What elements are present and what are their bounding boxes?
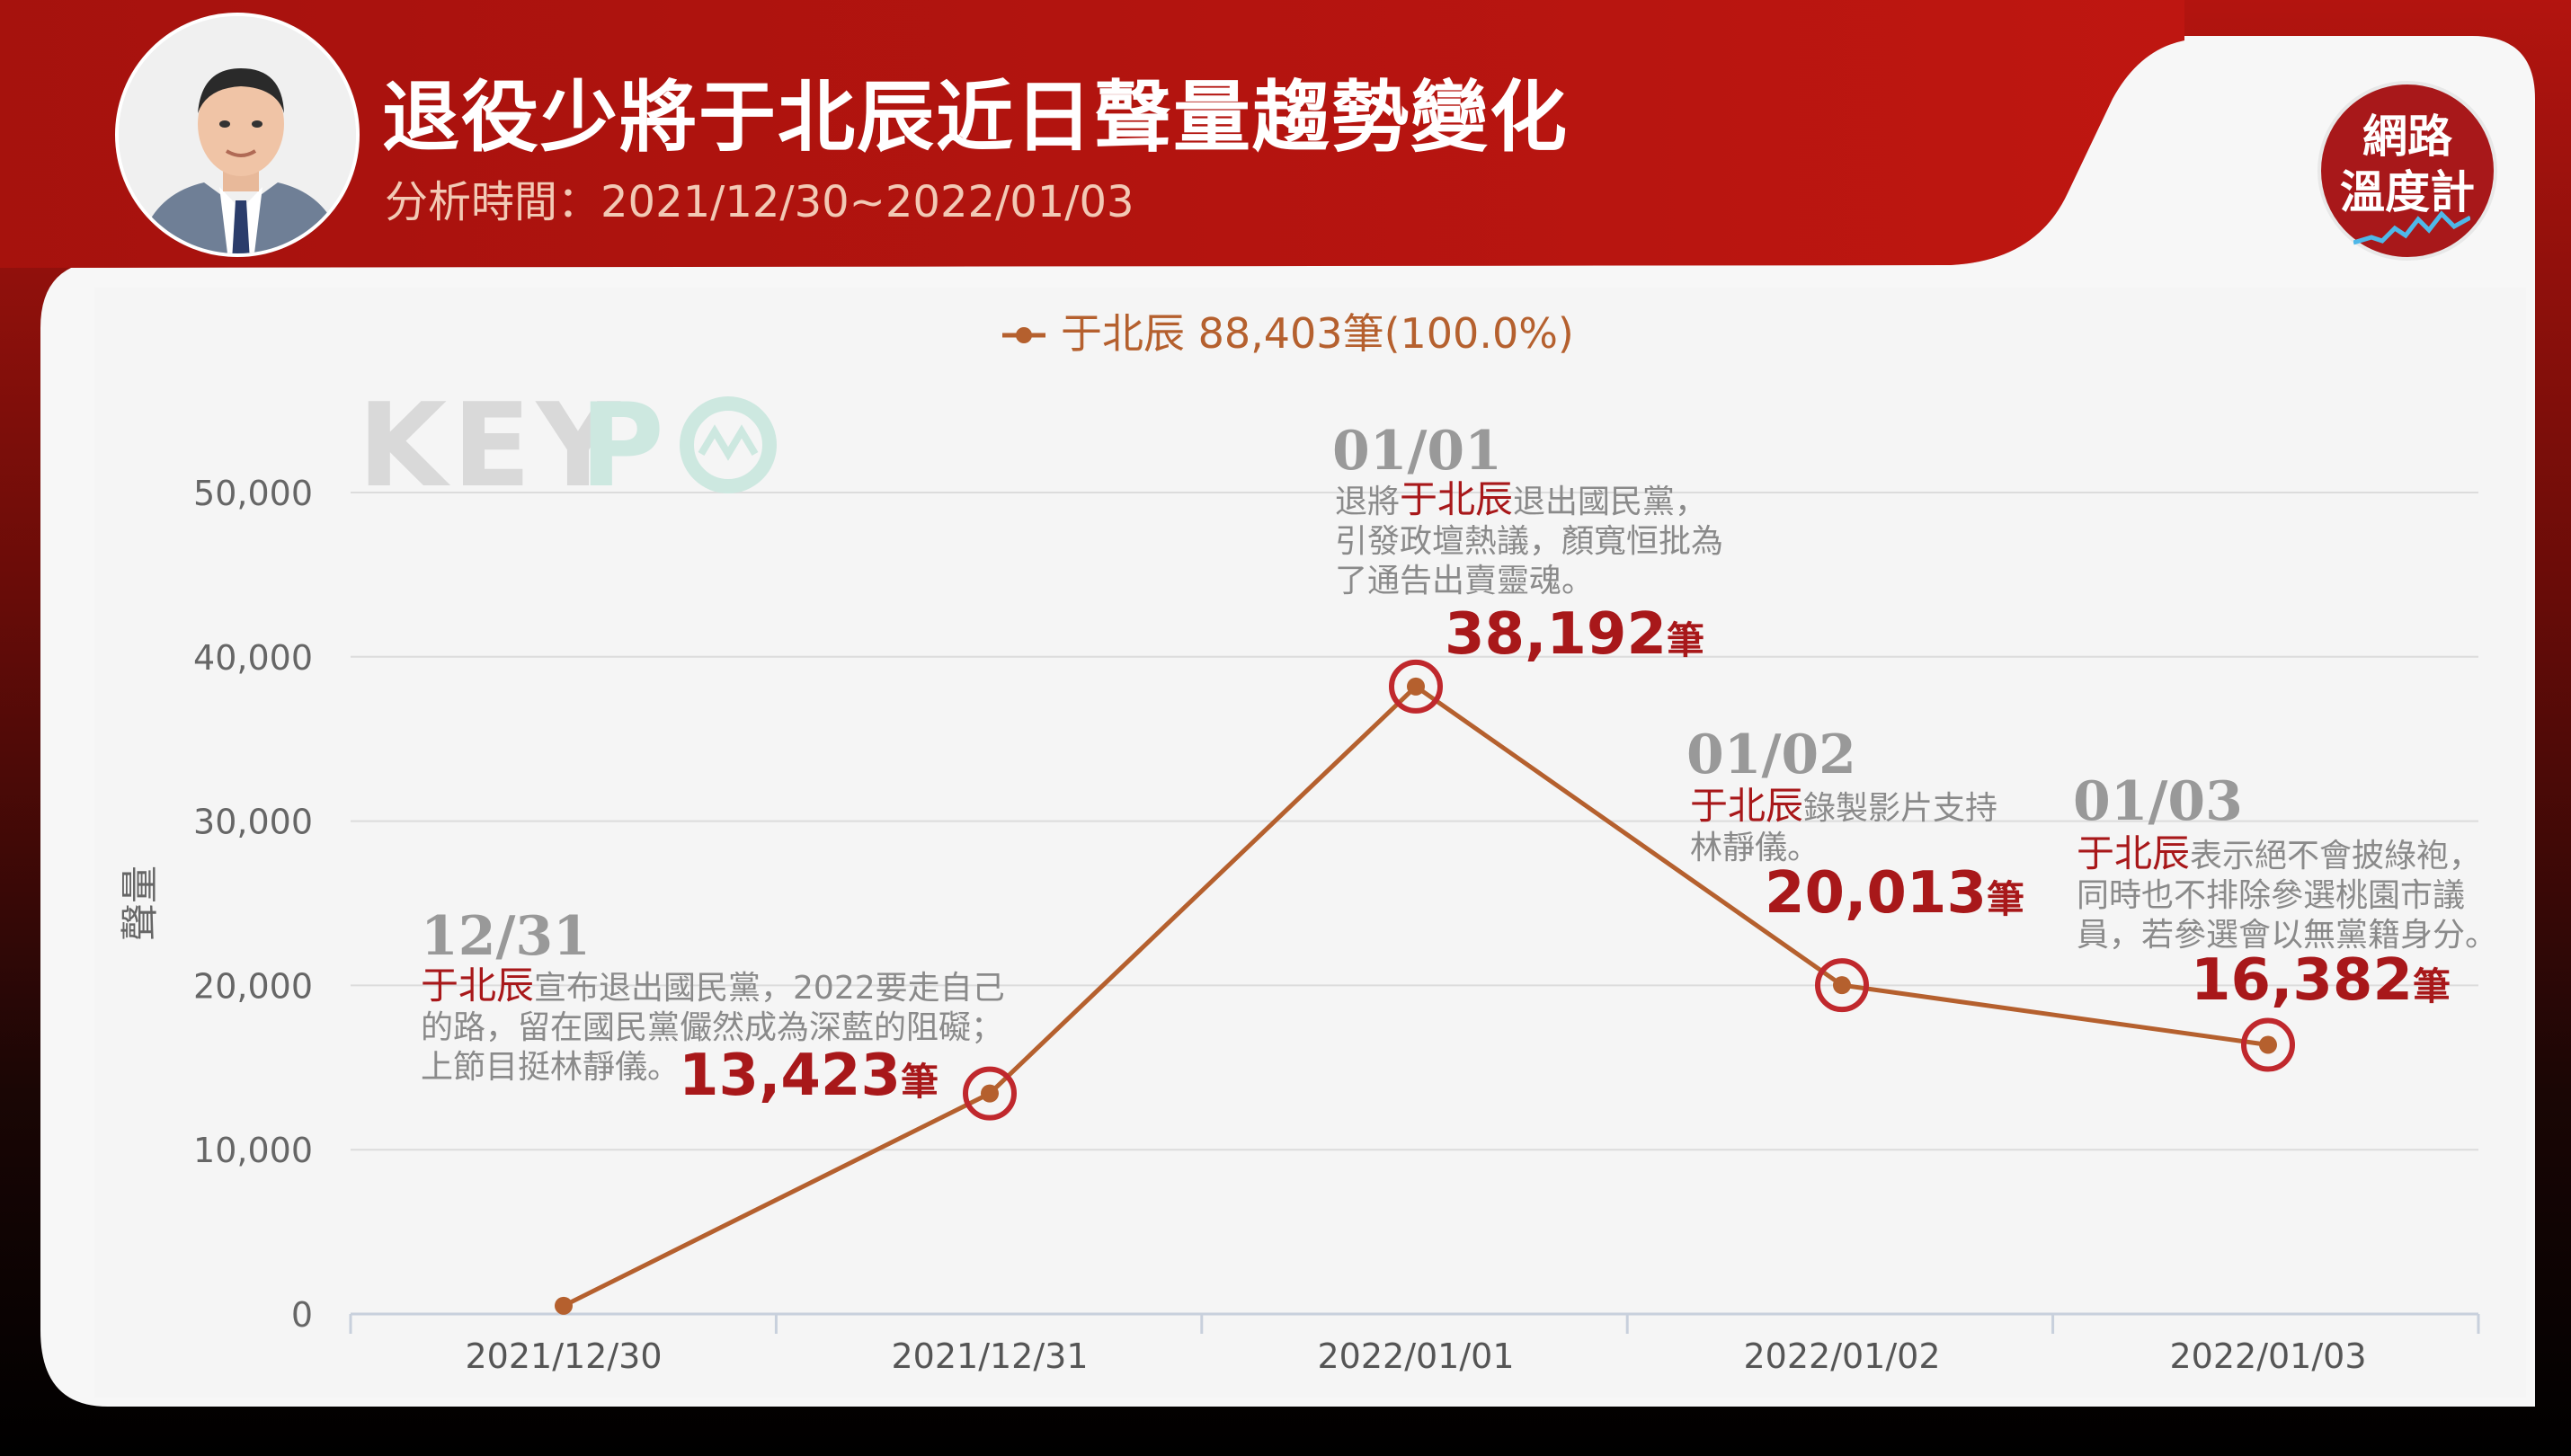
x-tick-label: 2022/01/01 xyxy=(1317,1336,1514,1376)
series-line xyxy=(555,659,2295,1315)
annotation-text: 同時也不排除參選桃園市議 xyxy=(2077,877,2465,914)
watermark-pulse-icon xyxy=(698,424,759,461)
annotation-text: 于北辰宣布退出國民黨，2022要走自己 xyxy=(421,963,1005,1008)
x-tick-label: 2022/01/03 xyxy=(2169,1336,2366,1376)
annotation-date: 12/31 xyxy=(421,905,591,968)
highlight-ring xyxy=(2241,1017,2295,1072)
annotation-value: 20,013筆 xyxy=(1765,860,2024,927)
header-ribbon xyxy=(0,0,2184,268)
annotation-text: 于北辰錄製影片支持 xyxy=(1690,784,1997,828)
highlight-ring xyxy=(963,1066,1017,1121)
annotation-text: 了通告出賣靈魂。 xyxy=(1335,563,1594,599)
annotation-text: 引發政壇熱議，顏寬恒批為 xyxy=(1335,523,1723,560)
x-tick-label: 2022/01/02 xyxy=(1743,1336,1940,1376)
analysis-period: 分析時間：2021/12/30~2022/01/03 xyxy=(385,177,1134,227)
header-banner: 退役少將于北辰近日聲量趨勢變化 分析時間：2021/12/30~2022/01/… xyxy=(0,0,2571,270)
annotation-value: 13,423筆 xyxy=(679,1043,939,1109)
watermark-o-icon xyxy=(680,396,777,493)
logo-line2: 溫度計 xyxy=(2340,166,2475,218)
y-tick-label: 40,000 xyxy=(193,638,313,678)
y-axis: 0 10,000 20,000 30,000 40,000 50,000 聲量 xyxy=(118,474,313,1335)
plot-area xyxy=(94,288,2526,1398)
logo-line1: 網路 xyxy=(2362,111,2452,163)
annotation-text: 退將于北辰退出國民黨， xyxy=(1335,477,1707,521)
data-point xyxy=(2259,1035,2277,1054)
y-axis-label: 聲量 xyxy=(118,866,162,941)
annotation-date: 01/02 xyxy=(1686,724,1856,786)
annotation-text: 的路，留在國民黨儼然成為深藍的阻礙； xyxy=(421,1009,1003,1046)
x-axis: 2021/12/30 2021/12/31 2022/01/01 2022/01/02… xyxy=(349,1314,2480,1376)
data-point xyxy=(555,1296,573,1315)
brand-logo: 網路 溫度計 xyxy=(2317,81,2497,261)
legend: 于北辰 88,403筆(100.0%) xyxy=(1002,309,1574,358)
y-tick-label: 0 xyxy=(291,1295,313,1335)
avatar xyxy=(115,13,360,257)
annotation-date: 01/01 xyxy=(1332,420,1502,483)
data-point xyxy=(1407,677,1425,696)
pulse-icon xyxy=(2353,210,2470,245)
annotations: 12/31于北辰宣布退出國民黨，2022要走自己的路，留在國民黨儼然成為深藍的阻… xyxy=(421,420,2497,1109)
page-title: 退役少將于北辰近日聲量趨勢變化 xyxy=(382,73,1569,163)
person-portrait-icon xyxy=(119,16,356,253)
annotation-text: 林靜儀。 xyxy=(1690,830,1819,866)
highlight-ring xyxy=(1389,659,1443,714)
annotation-text: 員，若參選會以無黨籍身分。 xyxy=(2077,917,2497,954)
y-tick-label: 20,000 xyxy=(193,966,313,1006)
y-tick-label: 30,000 xyxy=(193,803,313,842)
y-tick-label: 10,000 xyxy=(193,1131,313,1170)
annotation-date: 01/03 xyxy=(2073,770,2243,833)
y-tick-label: 50,000 xyxy=(193,474,313,513)
data-point xyxy=(1833,976,1851,995)
data-point xyxy=(981,1084,999,1103)
grid xyxy=(351,492,2478,1316)
annotation-text: 于北辰表示絕不會披綠袍， xyxy=(2077,831,2481,875)
watermark-text-accent: P xyxy=(580,379,664,513)
annotation-value: 16,382筆 xyxy=(2191,947,2451,1014)
annotation-value: 38,192筆 xyxy=(1445,601,1704,668)
x-tick-label: 2021/12/31 xyxy=(891,1336,1088,1376)
annotation-text: 上節目挺林靜儀。 xyxy=(421,1049,680,1086)
legend-label: 于北辰 88,403筆(100.0%) xyxy=(1061,309,1574,358)
watermark-text: KEY xyxy=(358,379,625,513)
legend-marker xyxy=(1016,327,1032,343)
x-tick-label: 2021/12/30 xyxy=(465,1336,662,1376)
highlight-ring xyxy=(1815,958,1869,1013)
